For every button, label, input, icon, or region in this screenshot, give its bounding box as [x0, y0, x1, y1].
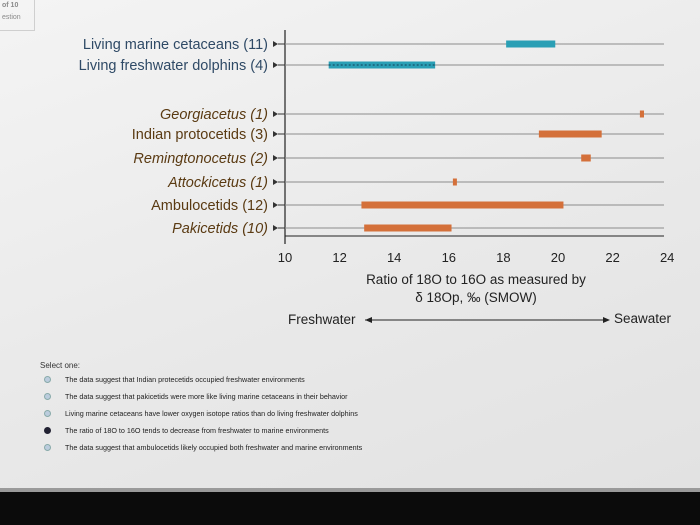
answer-option-text: The data suggest that pakicetids were mo… [65, 392, 348, 401]
x-tick-label: 12 [332, 250, 346, 265]
row-pointer-icon [273, 225, 278, 231]
question-info-box [0, 0, 35, 31]
answer-option-text: The data suggest that ambulocetids likel… [65, 443, 363, 452]
range-bar [581, 154, 591, 162]
range-bar [639, 110, 644, 118]
x-axis-title-line2: δ 18Op, ‰ (SMOW) [415, 290, 537, 305]
category-label: Indian protocetids (3) [132, 127, 268, 143]
row-pointer-icon [273, 202, 278, 208]
answer-option-1[interactable]: The data suggest that Indian protecetids… [44, 375, 305, 384]
x-tick-label: 16 [442, 250, 456, 265]
answer-option-2[interactable]: The data suggest that pakicetids were mo… [44, 392, 347, 401]
x-axis-title-line1: Ratio of 18O to 16O as measured by [366, 272, 586, 287]
category-label: Remingtonocetus (2) [133, 151, 268, 167]
radio-button[interactable] [44, 393, 51, 400]
row-pointer-icon [273, 111, 278, 117]
select-one-prompt: Select one: [40, 361, 81, 370]
range-bar [361, 201, 564, 209]
question-section: estion [2, 14, 21, 21]
arrow-left-icon [365, 317, 372, 323]
row-pointer-icon [273, 62, 278, 68]
answer-option-3[interactable]: Living marine cetaceans have lower oxyge… [44, 409, 358, 418]
range-bar [506, 40, 556, 48]
row-pointer-icon [273, 131, 278, 137]
freshwater-label: Freshwater [288, 312, 356, 327]
x-tick-label: 20 [551, 250, 565, 265]
answer-option-text: The ratio of 18O to 16O tends to decreas… [65, 426, 329, 435]
category-label: Living marine cetaceans (11) [83, 37, 268, 53]
answer-option-4[interactable]: The ratio of 18O to 16O tends to decreas… [44, 426, 329, 435]
category-label: Living freshwater dolphins (4) [79, 58, 268, 74]
seawater-label: Seawater [614, 311, 672, 326]
question-number: of 10 [2, 2, 19, 9]
x-tick-label: 14 [387, 250, 401, 265]
isotope-range-chart: Living marine cetaceans (11) Living fresh… [79, 30, 674, 327]
screen-bezel [0, 488, 700, 525]
x-tick-label: 24 [660, 250, 674, 265]
question-page: of 10 estion Living marine cetaceans (11… [0, 0, 700, 490]
category-label: Attockicetus (1) [167, 175, 268, 191]
range-bar [538, 130, 602, 138]
arrow-right-icon [603, 317, 610, 323]
answer-option-text: Living marine cetaceans have lower oxyge… [65, 409, 358, 418]
radio-button-selected[interactable] [44, 427, 51, 434]
answer-option-text: The data suggest that Indian protecetids… [65, 375, 305, 384]
x-tick-label: 22 [605, 250, 619, 265]
row-pointer-icon [273, 155, 278, 161]
category-label: Georgiacetus (1) [160, 107, 268, 123]
category-label: Ambulocetids (12) [151, 198, 268, 214]
range-bar [452, 178, 457, 186]
page-bottom-edge [0, 488, 700, 492]
radio-button[interactable] [44, 376, 51, 383]
range-bar [364, 224, 452, 232]
row-pointer-icon [273, 179, 278, 185]
category-label: Pakicetids (10) [172, 221, 268, 237]
x-tick-label: 10 [278, 250, 292, 265]
x-tick-label: 18 [496, 250, 510, 265]
radio-button[interactable] [44, 410, 51, 417]
row-pointer-icon [273, 41, 278, 47]
answer-option-5[interactable]: The data suggest that ambulocetids likel… [44, 443, 362, 452]
radio-button[interactable] [44, 444, 51, 451]
